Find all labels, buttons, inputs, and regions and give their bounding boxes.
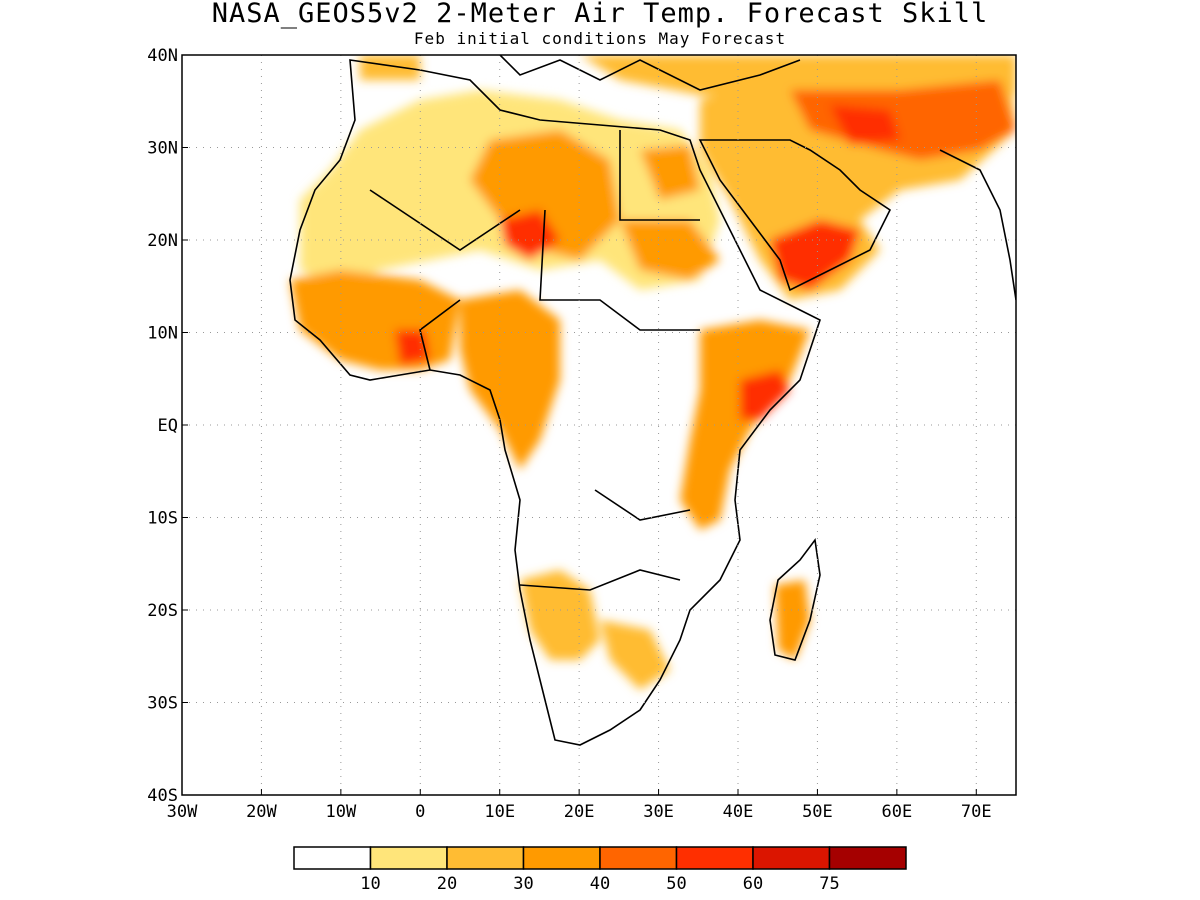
- colorbar-label: 50: [666, 874, 686, 894]
- colorbar-swatch: [446, 846, 525, 870]
- colorbar-label: 20: [437, 874, 457, 894]
- colorbar-swatch: [293, 846, 372, 870]
- lat-tick-label: 30N: [147, 139, 178, 159]
- lat-tick-label: 10S: [147, 509, 178, 529]
- lon-tick-label: 70E: [961, 802, 992, 822]
- colorbar-label: 30: [513, 874, 533, 894]
- lon-tick-label: 30W: [167, 802, 198, 822]
- skill-region-central-west: [460, 290, 560, 470]
- map-grid: [182, 55, 1016, 795]
- india-coastline: [939, 149, 1016, 301]
- colorbar-swatch: [828, 846, 907, 870]
- africa-coastline: [289, 59, 821, 746]
- colorbar-swatch: [675, 846, 754, 870]
- skill-region-northtop: [360, 55, 1016, 95]
- lat-tick-label: EQ: [158, 416, 178, 436]
- lat-tick-label: 20S: [147, 601, 178, 621]
- lon-tick-label: 60E: [881, 802, 912, 822]
- colorbar-swatch: [522, 846, 601, 870]
- border-2: [619, 130, 700, 221]
- lat-tick-label: 40N: [147, 46, 178, 66]
- border-3: [539, 209, 700, 331]
- colorbar-swatch: [599, 846, 678, 870]
- border-5: [519, 569, 681, 591]
- map-subtitle: Feb initial conditions May Forecast: [413, 29, 787, 48]
- skill-region-south-africa: [520, 570, 670, 690]
- map-title: NASA_GEOS5v2 2-Meter Air Temp. Forecast …: [211, 0, 989, 29]
- colorbar-label: 60: [743, 874, 763, 894]
- skill-region-iran: [790, 80, 1016, 160]
- skill-shading: [290, 55, 1016, 690]
- skill-region-sahel-orange: [470, 130, 620, 260]
- skill-region-sudan: [620, 220, 720, 280]
- lat-tick-label: 40S: [147, 786, 178, 806]
- skill-region-madagascar: [775, 580, 810, 660]
- lat-tick-label: 30S: [147, 694, 178, 714]
- colorbar-label: 75: [819, 874, 839, 894]
- lat-tick-label: 20N: [147, 231, 178, 251]
- skill-region-iran-red: [830, 105, 900, 145]
- lon-tick-label: 10E: [484, 802, 515, 822]
- colorbar-label: 40: [590, 874, 610, 894]
- lon-tick-label: 50E: [802, 802, 833, 822]
- skill-region-guinea-red: [395, 330, 430, 365]
- skill-region-egypt: [640, 145, 700, 200]
- lon-tick-label: 20E: [564, 802, 595, 822]
- colorbar-swatch: [752, 846, 831, 870]
- border-6: [419, 299, 461, 371]
- lon-tick-label: 0: [415, 802, 425, 822]
- border-4: [594, 489, 691, 521]
- colorbar-swatch: [369, 846, 448, 870]
- lon-tick-labels: 30W 20W 10W 0 10E 20E 30E 40E 50E 60E 70E: [167, 789, 992, 822]
- lon-tick-label: 10W: [325, 802, 356, 822]
- coastlines: [289, 55, 1016, 746]
- colorbar-label: 10: [360, 874, 380, 894]
- arabia-coastline: [698, 139, 892, 292]
- skill-region-east-africa: [680, 320, 810, 530]
- europe-coastline: [499, 55, 801, 91]
- colorbar: 10 20 30 40 50 60 75: [293, 846, 907, 894]
- skill-region-arabia-red: [770, 220, 860, 290]
- lon-tick-label: 30E: [643, 802, 674, 822]
- lon-tick-label: 20W: [246, 802, 277, 822]
- skill-region-horn-red: [740, 370, 790, 420]
- lat-tick-label: 10N: [147, 324, 178, 344]
- lon-tick-label: 40E: [723, 802, 754, 822]
- madagascar-coastline: [769, 537, 821, 661]
- lat-tick-labels: 40N 30N 20N 10N EQ 10S 20S 30S 40S: [147, 46, 188, 806]
